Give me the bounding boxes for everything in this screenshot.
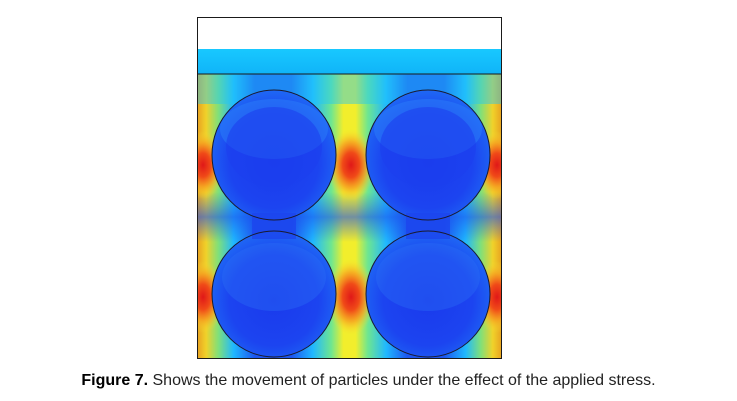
stress-field-figure <box>197 17 502 359</box>
figure-frame <box>197 17 502 359</box>
hot-spot-center-bottom <box>327 259 375 335</box>
caption-label: Figure 7. <box>81 372 149 389</box>
hot-spot-center-top <box>327 129 375 201</box>
caption-text: Shows the movement of particles under th… <box>148 372 656 389</box>
stress-field-plot <box>197 17 502 359</box>
void-region <box>197 17 502 49</box>
particle-outline-top-right <box>365 89 491 221</box>
stress-field <box>197 74 502 359</box>
particle-outline-bottom-left <box>211 230 337 358</box>
particle-fill-bottom-left <box>212 231 336 357</box>
figure-caption: Figure 7. Shows the movement of particle… <box>0 372 737 390</box>
top-boundary-band <box>197 49 502 74</box>
particle-outline-bottom-right <box>365 230 491 358</box>
particle-outline-top-left <box>211 89 337 221</box>
particle-fill-bottom-right <box>366 231 490 357</box>
